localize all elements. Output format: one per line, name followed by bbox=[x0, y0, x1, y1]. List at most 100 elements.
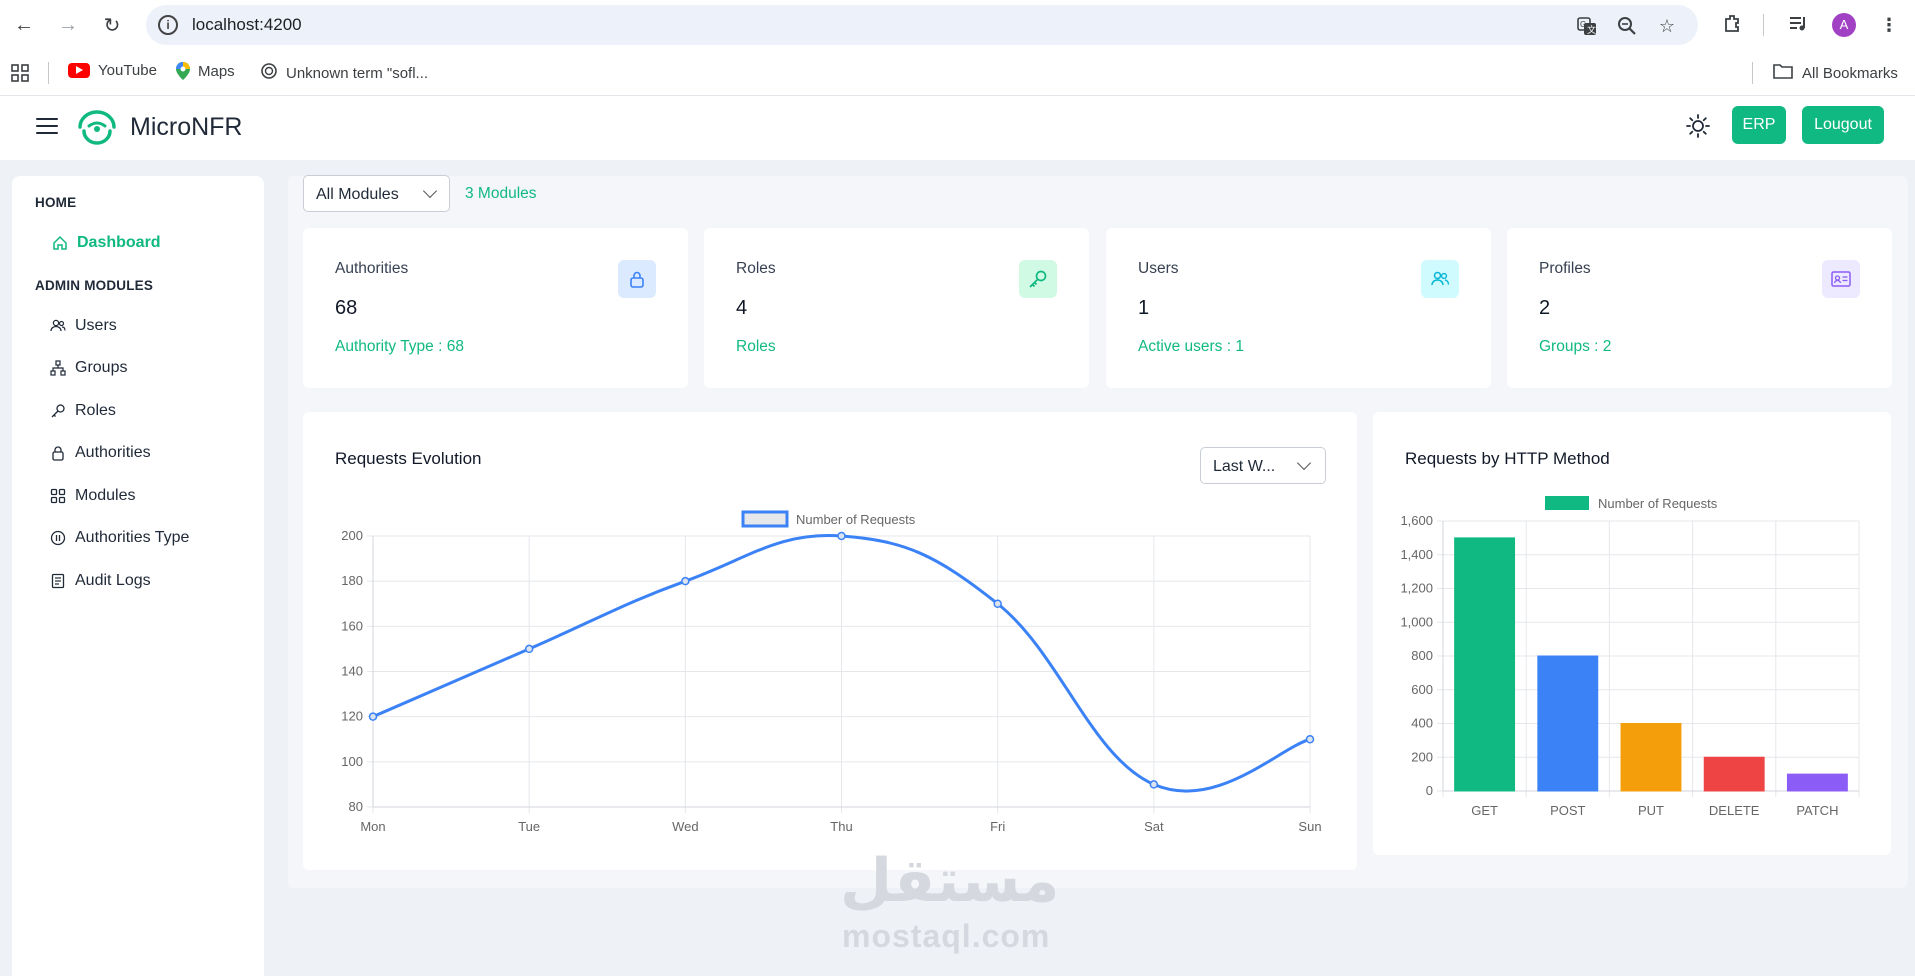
kebab-menu-icon[interactable]: ⋮ bbox=[1880, 15, 1898, 35]
sidebar-item-label: Authorities Type bbox=[75, 529, 190, 546]
module-filter-value: All Modules bbox=[316, 186, 399, 203]
sidebar-item-label: Authorities bbox=[75, 444, 151, 461]
erp-button[interactable]: ERP bbox=[1732, 106, 1786, 144]
data-point bbox=[1149, 780, 1159, 789]
sidebar-item-label: Users bbox=[75, 317, 117, 334]
x-tick-label: GET bbox=[1471, 803, 1498, 818]
micronfr-logo bbox=[76, 109, 118, 147]
legend-label: Number of Requests bbox=[796, 512, 916, 527]
stat-value: 1 bbox=[1138, 297, 1150, 319]
app-header: MicroNFR ERP Lougout bbox=[0, 96, 1915, 160]
x-tick-label: Tue bbox=[518, 819, 540, 834]
users-icon bbox=[1421, 260, 1459, 298]
zoom-icon[interactable] bbox=[1616, 15, 1638, 37]
module-count: 3 Modules bbox=[465, 185, 537, 202]
logout-button[interactable]: Lougout bbox=[1802, 106, 1884, 144]
url-text[interactable]: localhost:4200 bbox=[192, 15, 302, 34]
lock-icon bbox=[618, 260, 656, 298]
bookmark-label: Maps bbox=[198, 62, 235, 80]
x-tick-label: Sat bbox=[1144, 819, 1164, 834]
x-tick-label: PUT bbox=[1638, 803, 1664, 818]
site-info-icon[interactable]: i bbox=[158, 15, 178, 35]
bookmark-star-icon[interactable]: ☆ bbox=[1658, 16, 1676, 36]
bar bbox=[1537, 655, 1599, 792]
bookmark-label: YouTube bbox=[98, 62, 157, 79]
sun-theme-toggle-icon[interactable] bbox=[1685, 113, 1711, 139]
stat-card-users: Users 1 Active users : 1 bbox=[1106, 228, 1491, 388]
data-point bbox=[993, 599, 1002, 608]
bookmark-unknown-term[interactable]: Unknown term "sofl... bbox=[260, 62, 428, 84]
forward-arrow-icon[interactable]: → bbox=[58, 13, 78, 36]
bookmark-maps[interactable]: Maps bbox=[176, 62, 235, 80]
data-point bbox=[681, 576, 690, 586]
legend-label: Number of Requests bbox=[1598, 496, 1718, 511]
media-queue-icon[interactable] bbox=[1785, 12, 1811, 38]
stat-card-authorities: Authorities 68 Authority Type : 68 bbox=[303, 228, 688, 388]
sidebar-item-users[interactable]: Users bbox=[50, 317, 117, 335]
time-range-value: Last W... bbox=[1213, 458, 1276, 475]
x-tick-label: Wed bbox=[672, 819, 699, 834]
sidebar-section-admin: ADMIN MODULES bbox=[35, 278, 154, 293]
bookmarks-bar: YouTube Maps Unknown term "sofl... All B… bbox=[0, 50, 1915, 96]
sidebar-item-label: Audit Logs bbox=[75, 572, 151, 589]
data-point bbox=[524, 644, 534, 654]
lock-icon bbox=[50, 445, 66, 461]
chatgpt-icon bbox=[260, 62, 278, 84]
reload-icon[interactable]: ↻ bbox=[103, 14, 121, 37]
bar bbox=[1786, 773, 1848, 792]
x-tick-label: Fri bbox=[990, 819, 1005, 834]
stat-value: 2 bbox=[1539, 297, 1551, 319]
sidebar: HOME Dashboard ADMIN MODULES Users Group… bbox=[12, 176, 264, 976]
stat-subtext: Active users : 1 bbox=[1138, 338, 1244, 355]
sidebar-item-authorities-type[interactable]: Authorities Type bbox=[50, 529, 189, 547]
x-tick-label: PATCH bbox=[1796, 803, 1838, 818]
y-tick-label: 0 bbox=[1426, 783, 1433, 798]
stat-value: 68 bbox=[335, 297, 358, 319]
bar bbox=[1703, 756, 1765, 792]
grid-icon bbox=[50, 488, 66, 504]
sidebar-item-modules[interactable]: Modules bbox=[50, 487, 135, 505]
legend-swatch bbox=[741, 510, 789, 528]
stat-label: Roles bbox=[736, 260, 776, 277]
sidebar-section-home: HOME bbox=[35, 195, 77, 210]
all-bookmarks-label: All Bookmarks bbox=[1802, 64, 1898, 82]
module-filter-select[interactable]: All Modules bbox=[303, 175, 450, 212]
sidebar-item-roles[interactable]: Roles bbox=[50, 402, 116, 420]
stat-subtext: Authority Type : 68 bbox=[335, 338, 464, 355]
extensions-icon[interactable] bbox=[1720, 12, 1746, 38]
profile-avatar[interactable]: A bbox=[1832, 13, 1856, 37]
users-icon bbox=[50, 318, 66, 334]
document-icon bbox=[50, 573, 66, 589]
sidebar-item-audit-logs[interactable]: Audit Logs bbox=[50, 572, 151, 590]
time-range-select[interactable]: Last W... bbox=[1200, 447, 1326, 484]
youtube-icon bbox=[68, 63, 90, 78]
sidebar-item-groups[interactable]: Groups bbox=[50, 359, 127, 377]
data-point bbox=[368, 712, 378, 721]
y-tick-label: 120 bbox=[341, 709, 363, 724]
x-tick-label: POST bbox=[1550, 803, 1585, 818]
stat-card-profiles: Profiles 2 Groups : 2 bbox=[1507, 228, 1892, 388]
hamburger-menu-icon[interactable] bbox=[36, 118, 58, 136]
sidebar-item-dashboard[interactable]: Dashboard bbox=[52, 234, 161, 252]
back-arrow-icon[interactable]: ← bbox=[14, 13, 34, 36]
x-tick-label: Sun bbox=[1298, 819, 1321, 834]
y-tick-label: 80 bbox=[349, 799, 363, 814]
toolbar-divider bbox=[1763, 14, 1764, 36]
stat-card-roles: Roles 4 Roles bbox=[704, 228, 1089, 388]
maps-icon bbox=[176, 62, 190, 80]
bar bbox=[1454, 537, 1516, 792]
x-tick-label: Thu bbox=[830, 819, 852, 834]
y-tick-label: 140 bbox=[341, 664, 363, 679]
stat-label: Profiles bbox=[1539, 260, 1591, 277]
bookmark-youtube[interactable]: YouTube bbox=[68, 62, 157, 79]
y-tick-label: 800 bbox=[1411, 648, 1433, 663]
stat-label: Users bbox=[1138, 260, 1179, 277]
y-tick-label: 200 bbox=[341, 528, 363, 543]
all-bookmarks-button[interactable]: All Bookmarks bbox=[1772, 62, 1898, 84]
sidebar-item-authorities[interactable]: Authorities bbox=[50, 444, 151, 462]
apps-grid-icon[interactable] bbox=[10, 63, 30, 88]
groups-icon bbox=[50, 360, 66, 376]
